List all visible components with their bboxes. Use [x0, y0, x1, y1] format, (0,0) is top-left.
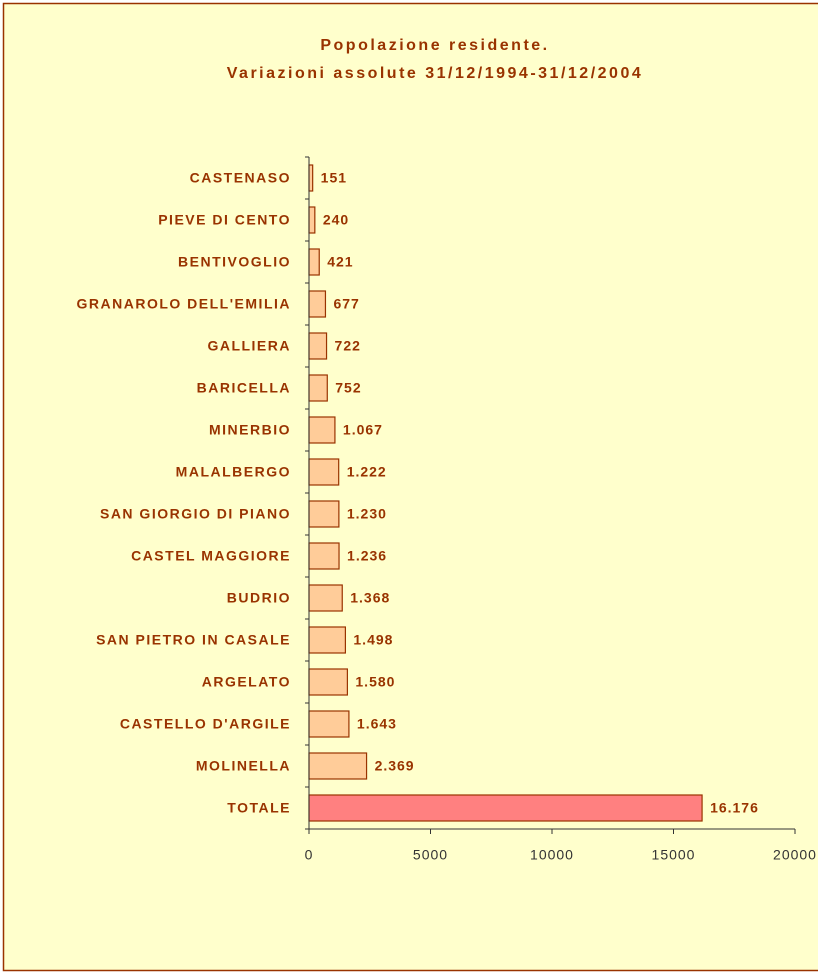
bar — [308, 374, 328, 402]
x-tick-label: 20000 — [773, 847, 817, 863]
y-tick-label: TOTALE — [227, 800, 291, 816]
y-tick-label: PIEVE DI CENTO — [158, 212, 291, 228]
y-tick-label: MALALBERGO — [176, 464, 291, 480]
bar — [308, 542, 340, 570]
bar — [308, 164, 314, 192]
value-label: 1.643 — [357, 716, 397, 732]
value-label: 1.368 — [350, 590, 390, 606]
y-tick-label: CASTEL MAGGIORE — [131, 548, 291, 564]
y-tick-label: BENTIVOGLIO — [178, 254, 291, 270]
value-label: 421 — [327, 254, 353, 270]
bar — [308, 458, 340, 486]
x-tick-label: 5000 — [413, 847, 448, 863]
y-tick-label: GALLIERA — [207, 338, 291, 354]
value-label: 1.067 — [343, 422, 383, 438]
bar — [308, 206, 316, 234]
x-tick-label: 15000 — [652, 847, 696, 863]
y-tick-label: BARICELLA — [197, 380, 291, 396]
y-tick-label: CASTENASO — [190, 170, 291, 186]
value-label: 722 — [335, 338, 361, 354]
x-tick-label: 10000 — [530, 847, 574, 863]
chart-title: Popolazione residente. — [320, 37, 549, 54]
value-label: 2.369 — [375, 758, 415, 774]
bar — [308, 416, 336, 444]
bar — [308, 794, 703, 822]
y-tick-label: MINERBIO — [209, 422, 291, 438]
value-label: 151 — [321, 170, 347, 186]
x-tick-label: 0 — [305, 847, 314, 863]
bar — [308, 668, 348, 696]
y-tick-label: CASTELLO D'ARGILE — [120, 716, 291, 732]
bar — [308, 500, 340, 528]
bar — [308, 290, 327, 318]
bar — [308, 710, 350, 738]
value-label: 1.230 — [347, 506, 387, 522]
y-tick-label: MOLINELLA — [196, 758, 291, 774]
bar — [308, 332, 328, 360]
value-label: 240 — [323, 212, 349, 228]
y-tick-label: GRANAROLO DELL'EMILIA — [77, 296, 291, 312]
value-label: 1.236 — [347, 548, 387, 564]
y-tick-label: ARGELATO — [202, 674, 291, 690]
value-label: 1.580 — [355, 674, 395, 690]
bar — [308, 584, 343, 612]
value-label: 1.498 — [353, 632, 393, 648]
value-label: 677 — [333, 296, 359, 312]
chart-subtitle: Variazioni assolute 31/12/1994-31/12/200… — [227, 65, 643, 82]
y-tick-label: SAN GIORGIO DI PIANO — [100, 506, 291, 522]
value-label: 1.222 — [347, 464, 387, 480]
bar — [308, 248, 320, 276]
value-label: 16.176 — [710, 800, 759, 816]
y-tick-label: SAN PIETRO IN CASALE — [96, 632, 291, 648]
bar — [308, 752, 368, 780]
value-label: 752 — [335, 380, 361, 396]
y-tick-label: BUDRIO — [227, 590, 291, 606]
bar — [308, 626, 347, 654]
